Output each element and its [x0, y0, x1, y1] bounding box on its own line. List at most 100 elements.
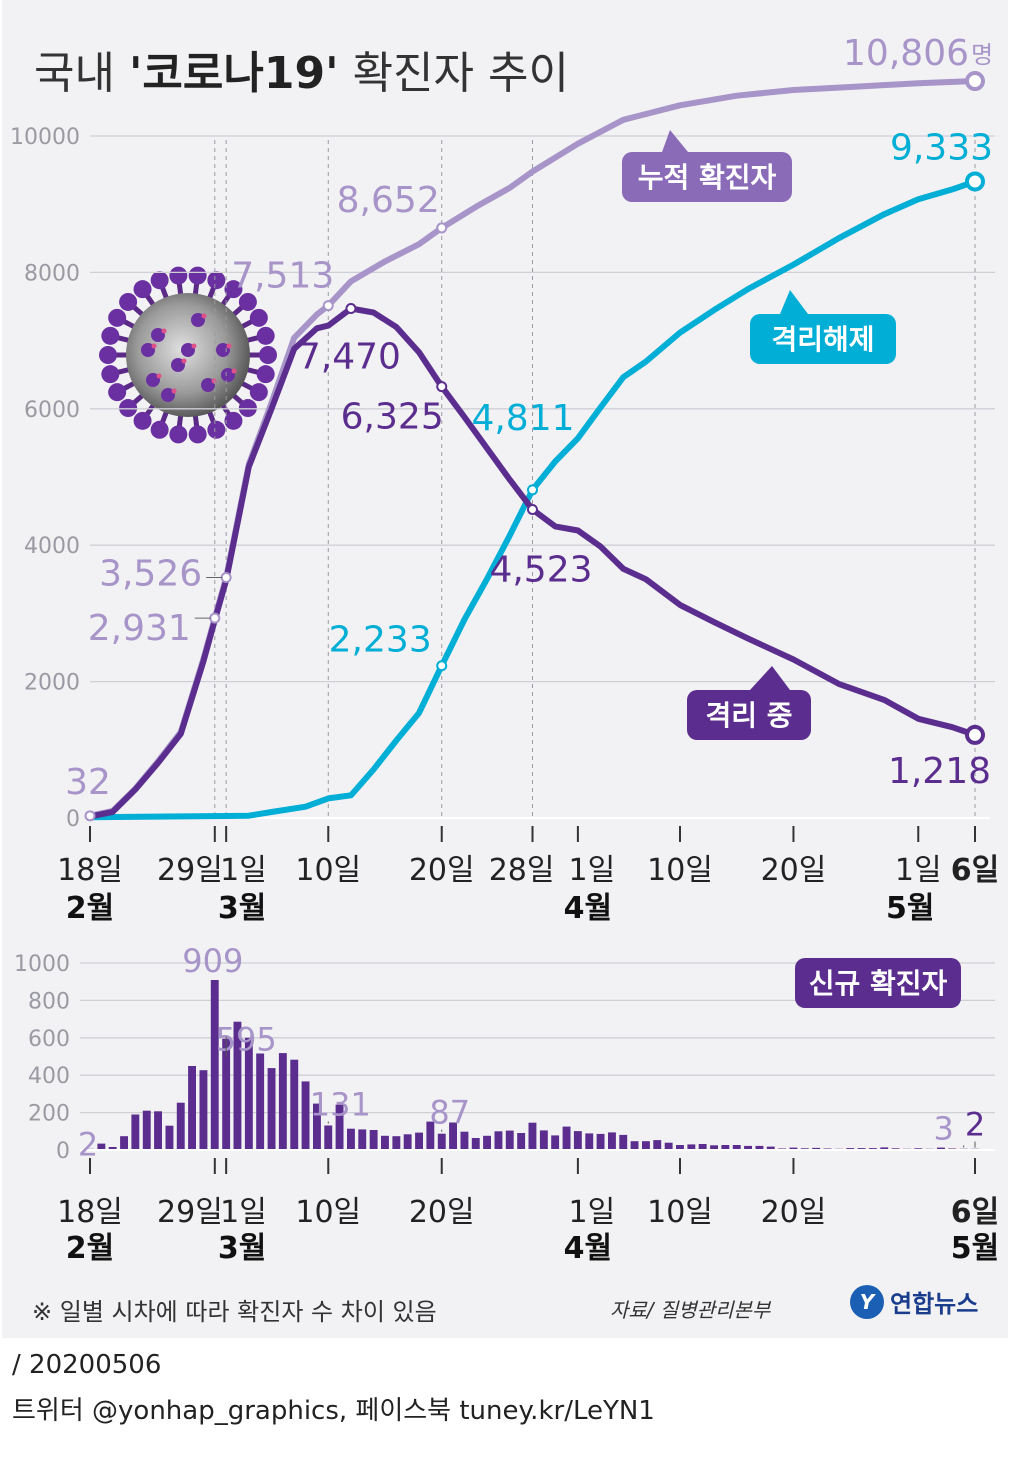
bar — [664, 1142, 673, 1150]
virus-surface-protein — [171, 358, 185, 372]
data-label: 7,513 — [231, 256, 334, 297]
bar — [630, 1141, 639, 1150]
bar — [653, 1140, 662, 1150]
bar — [120, 1136, 128, 1150]
month-label: 5월 — [951, 1231, 999, 1266]
bar — [131, 1114, 140, 1150]
virus-spike-head — [256, 326, 275, 345]
x-tick-label: 20일 — [409, 1195, 475, 1230]
virus-spike-head — [188, 266, 207, 285]
bar — [313, 1103, 321, 1150]
data-label: 2,233 — [329, 620, 432, 661]
virus-spike-head — [238, 292, 257, 311]
virus-surface-dot — [226, 343, 232, 349]
bar — [676, 1145, 684, 1150]
data-point-marker — [345, 303, 357, 315]
y-tick-label: 6000 — [24, 398, 80, 423]
virus-surface-protein — [191, 313, 205, 327]
title-suffix: 확진자 추이 — [339, 48, 569, 99]
chart-title-label: 신규 확진자 — [809, 967, 948, 1000]
data-source: 자료/ 질병관리본부 — [610, 1298, 771, 1322]
bar — [551, 1135, 560, 1150]
month-label: 2월 — [66, 891, 114, 926]
data-label: 32 — [65, 762, 111, 803]
bar — [154, 1111, 162, 1150]
logo-mark-icon: Y — [850, 1284, 884, 1319]
bar — [222, 1038, 231, 1150]
month-label: 3월 — [218, 891, 266, 926]
series-line — [87, 305, 978, 820]
virus-spike-head — [133, 411, 152, 430]
x-tick-label: 28일 — [489, 853, 555, 888]
x-tick-label: 1일 — [220, 853, 267, 888]
y-tick-label: 800 — [28, 989, 70, 1014]
virus-spike-head — [249, 383, 268, 402]
x-tick-label: 1일 — [895, 853, 942, 888]
virus-surface-dot — [156, 373, 162, 379]
virus-spike-head — [150, 420, 169, 439]
bar — [347, 1128, 355, 1150]
bar — [301, 1081, 310, 1150]
bar — [335, 1104, 344, 1150]
data-label: 4,523 — [489, 550, 592, 591]
title-prefix: 국내 — [34, 48, 129, 99]
bar — [698, 1144, 707, 1150]
bar — [539, 1130, 548, 1150]
bar — [562, 1126, 571, 1150]
yonhap-logo: Y 연합뉴스 — [850, 1284, 978, 1319]
bar-data-label: 2 — [78, 1126, 98, 1164]
data-point-marker — [209, 612, 221, 624]
bar — [437, 1133, 446, 1150]
bar — [381, 1135, 389, 1150]
bar — [619, 1134, 628, 1150]
x-tick-label: 18일 — [57, 1195, 123, 1230]
x-tick-label: 1일 — [569, 853, 616, 888]
virus-spike-head — [108, 383, 127, 402]
virus-surface-protein — [181, 343, 195, 357]
month-label: 2월 — [66, 1231, 114, 1266]
month-label: 5월 — [886, 891, 934, 926]
virus-surface-dot — [211, 378, 217, 384]
x-tick-label: 1일 — [220, 1195, 267, 1230]
bar — [426, 1121, 435, 1150]
series-line — [87, 178, 978, 821]
bar — [732, 1145, 741, 1150]
virus-spike-head — [188, 425, 207, 444]
bar-data-label: 87 — [429, 1094, 470, 1132]
bar — [165, 1125, 174, 1150]
bar — [755, 1145, 764, 1150]
data-label: 2,931 — [88, 608, 191, 649]
virus-spike-head — [150, 271, 169, 290]
series-badge — [622, 152, 792, 202]
data-label: 6,325 — [341, 397, 444, 438]
title-emphasis: '코로나19' — [129, 48, 339, 99]
virus-spike-head — [224, 411, 243, 430]
bar — [608, 1132, 616, 1150]
virus-surface-dot — [231, 368, 237, 374]
bar — [596, 1133, 605, 1150]
y-tick-label: 2000 — [24, 671, 80, 696]
bar — [585, 1133, 594, 1150]
series-badge-label: 누적 확진자 — [638, 161, 777, 194]
y-tick-label: 600 — [28, 1027, 70, 1052]
virus-spike-head — [133, 280, 152, 299]
bar — [403, 1134, 412, 1150]
y-tick-label: 1000 — [14, 952, 70, 977]
badge-pointer — [780, 290, 808, 314]
y-tick-label: 0 — [66, 807, 80, 832]
bar — [176, 1102, 185, 1150]
bar — [233, 1021, 242, 1150]
data-label: 7,470 — [298, 337, 401, 378]
x-tick-label: 6일 — [951, 1195, 999, 1230]
credit-date: / 20200506 — [12, 1350, 162, 1380]
bar-data-label: 909 — [182, 942, 243, 980]
data-label: 4,811 — [471, 398, 574, 439]
x-tick-label: 20일 — [409, 853, 475, 888]
x-tick-label: 1일 — [569, 1195, 616, 1230]
series-badge-label: 격리해제 — [771, 323, 874, 356]
x-tick-label: 6일 — [951, 853, 999, 888]
badge-pointer — [750, 666, 790, 690]
virus-spike-head — [207, 420, 226, 439]
data-point-marker — [220, 572, 232, 584]
